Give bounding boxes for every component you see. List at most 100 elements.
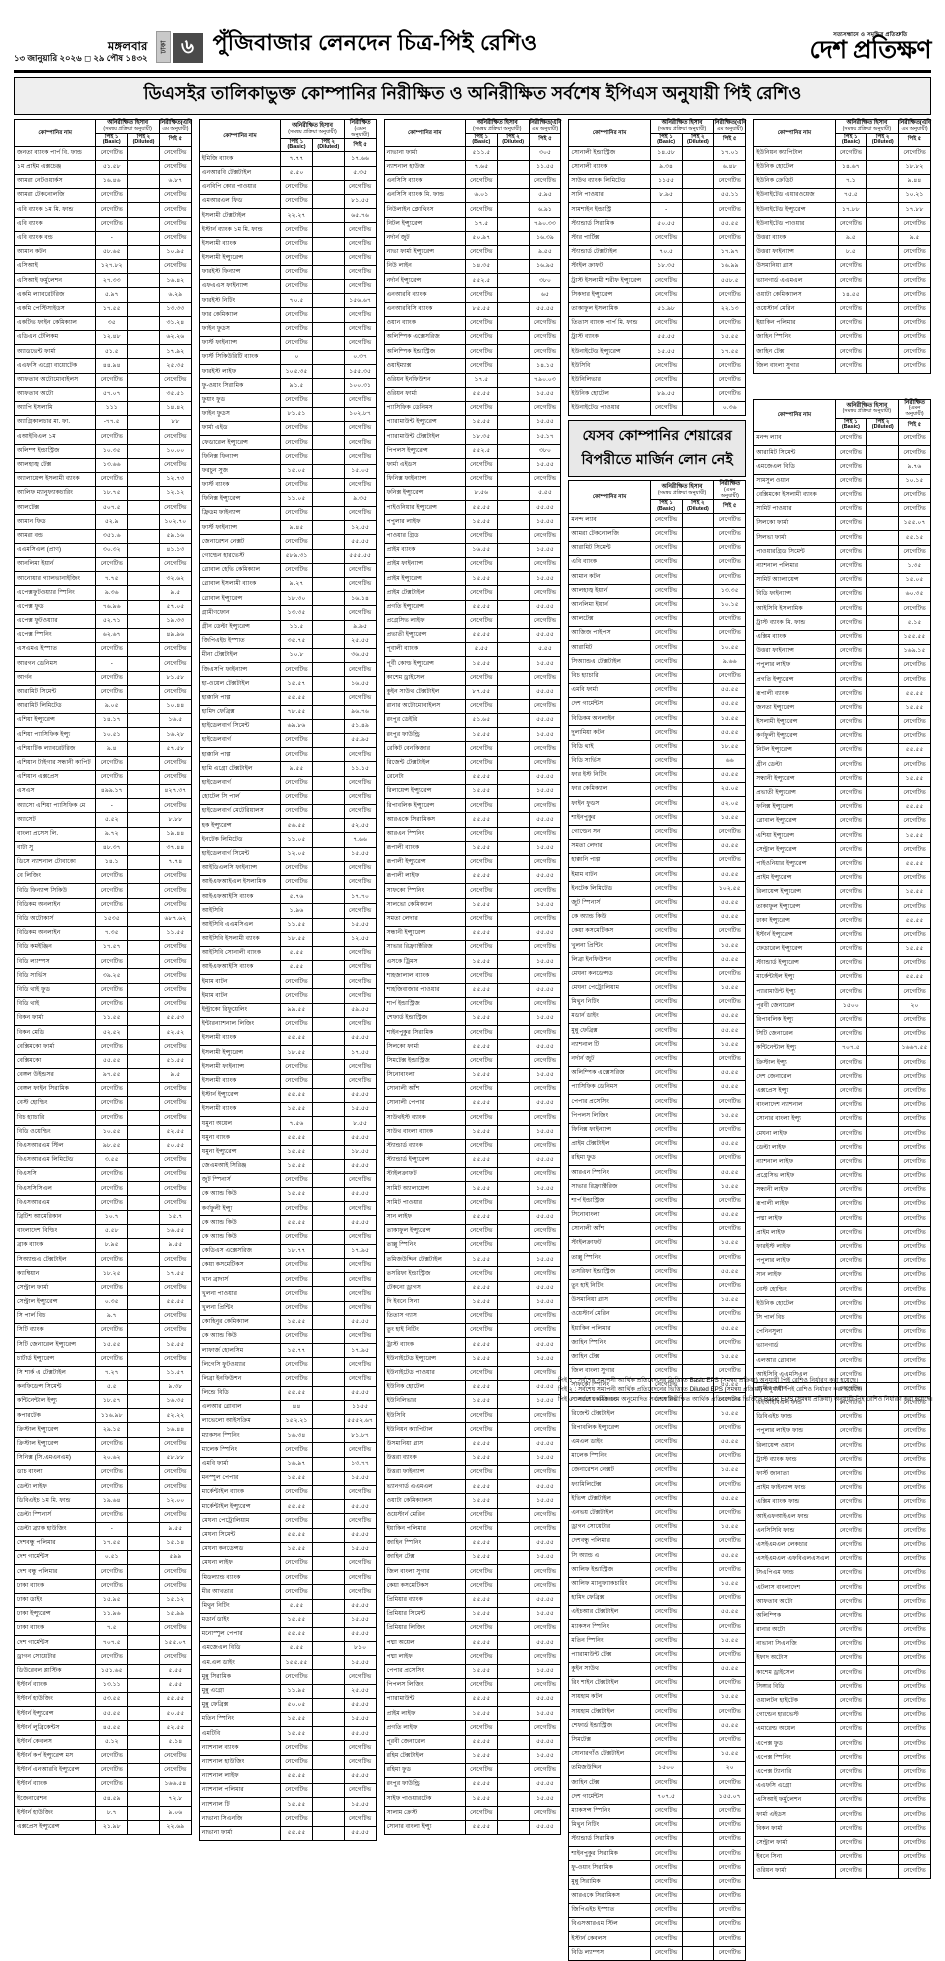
cell-pe1: নেগেটিভ <box>464 1266 498 1282</box>
cell-company-name: কন্টিনেন্টাল ইন্স্যু <box>753 1041 836 1057</box>
cell-pe1: নেগেটিভ <box>834 941 868 957</box>
cell-company-name: ইউনাইটেড পাওয়ার <box>753 216 836 232</box>
cell-pe1: নেগেটিভ <box>280 1513 313 1529</box>
cell-company-name: পিপলস ইন্স্যুরেন্স <box>383 443 466 459</box>
cell-pe5: ৫২.০৫ <box>713 796 747 812</box>
cell-pe2 <box>127 840 160 856</box>
table-row: ডাচ বাংলা নেগেটিভ নেগেটিভ <box>13 1465 192 1481</box>
table-row: সমতা লেদার নেগেটিভ ৫৫.৫৫ <box>568 838 747 855</box>
cell-pe5: নেগেটিভ <box>528 528 562 544</box>
table-row: স্টাইলক্রাফট নেগেটিভ ১৫.৫৫ <box>568 1236 747 1252</box>
cell-pe2 <box>496 1720 530 1736</box>
cell-pe1: ৫৫.৫৫ <box>464 627 498 644</box>
cell-pe2 <box>127 1152 160 1169</box>
cell-pe1: নেগেটিভ <box>834 1055 868 1071</box>
cell-company-name: অ্যাপি ইসলামি <box>13 400 97 417</box>
cell-pe2 <box>866 516 900 532</box>
header-pe2: পিই ২ (Diluted) <box>681 132 715 147</box>
cell-pe5: ১৫.৫৫ <box>528 1394 562 1410</box>
cell-pe2 <box>311 747 345 763</box>
cell-pe2 <box>311 1768 345 1784</box>
cell-pe1: নেগেটিভ <box>95 1167 129 1183</box>
cell-company-name: ইয়াকিন পলিমার <box>383 1521 466 1537</box>
pe-ratio-table-5-bottom: কোম্পানির নাম অনিরীক্ষিত হিসাব (সমন্বয় … <box>753 398 931 1880</box>
table-row: পেনিনসুলা নেগেটিভ নেগেটিভ <box>753 1324 931 1341</box>
cell-pe5: নেগেটিভ <box>898 1012 931 1028</box>
cell-pe2 <box>496 1592 530 1608</box>
cell-company-name: এমআরএল ফিড <box>198 193 282 210</box>
cell-company-name: ফনিক্স ইন্স্যুরেন্স <box>383 486 466 502</box>
cell-pe1: নেগেটিভ <box>95 1762 129 1779</box>
header-pe5: পিই ৫ <box>343 138 377 153</box>
cell-company-name: পপুলার লাইফ <box>753 657 836 674</box>
cell-pe5: ৬৮৭.৬২ <box>158 911 192 927</box>
cell-pe2 <box>866 572 900 589</box>
cell-pe5: নেগেটিভ <box>713 1051 747 1067</box>
cell-pe2 <box>127 1011 160 1027</box>
cell-pe1: ১৫.৫৫ <box>280 1797 313 1813</box>
cell-pe2 <box>496 911 530 927</box>
cell-company-name: সিমটেক্স ইন্ডাস্ট্রিজ <box>383 1053 466 1069</box>
table-row: নিউ লাইন ১৪.৩৫ ১৬.৯৫ <box>383 259 562 275</box>
cell-pe1: নেগেটিভ <box>834 842 868 858</box>
cell-pe2 <box>866 657 900 674</box>
cell-pe1: নেগেটিভ <box>649 597 683 613</box>
cell-pe5: ১৩.৩৩ <box>158 301 192 317</box>
table-row: এমজেএল বিডি ৫.৫৫ ৮১০ <box>198 1641 377 1657</box>
cell-pe2 <box>127 1053 160 1069</box>
table-row: রিলায়েন্স ওয়ান নেগেটিভ নেগেটিভ <box>753 1438 931 1454</box>
table-row: ফরচুন সুজ ১৫.০৫ ১৫.০৫ <box>198 463 377 479</box>
cell-pe2 <box>866 1480 900 1497</box>
table-row: সিলভা ফার্মা নেগেটিভ ৫৫.১৫ <box>753 530 931 546</box>
cell-pe2 <box>311 378 345 394</box>
cell-pe5: নেগেটিভ <box>343 988 377 1004</box>
cell-pe5: ৫৫.৫৫ <box>528 1280 562 1296</box>
table-row: পাইওনিয়ার ইন্স্যুরেন্স নেগেটিভ ৫৫.৫৫ <box>753 856 931 872</box>
header-pe5: পিই ৫ <box>528 132 562 147</box>
cell-pe2 <box>866 1154 900 1170</box>
cell-pe1: নেগেটিভ <box>834 1509 868 1525</box>
cell-pe5: ১৫.৫৫ <box>528 571 562 587</box>
cell-pe5: ৭৯০.০৩ <box>528 372 562 388</box>
cell-pe5: ১০.১৫ <box>713 597 747 613</box>
cell-pe5: ১৫.৫৫ <box>713 330 747 346</box>
cell-pe2 <box>127 954 160 970</box>
cell-pe2 <box>311 1740 345 1756</box>
cell-pe1: নেগেটিভ <box>649 767 683 784</box>
cell-pe1: ৯.৪৫ <box>280 520 313 536</box>
cell-pe2 <box>866 672 900 688</box>
cell-pe5: নেগেটিভ <box>898 1594 931 1610</box>
cell-pe2 <box>496 1521 530 1537</box>
table-row: প্রাইম ফাইন্যান্স নেগেটিভ নেগেটিভ <box>383 557 562 573</box>
table-row: আইসিবি ইসলামিক নেগেটিভ নেগেটিভ <box>753 601 931 617</box>
cell-pe5: ৫৫.৫৫ <box>713 867 747 883</box>
cell-pe1: নেগেটিভ <box>834 1495 868 1511</box>
table-row: ডিবিএইচ ফান্ড নেগেটিভ নেগেটিভ <box>753 1409 931 1426</box>
cell-company-name: সামিট পাওয়ার <box>383 1195 466 1211</box>
cell-pe1: ৮.৭ <box>95 1805 129 1821</box>
cell-company-name: গ্রীন ডেল্টা <box>753 757 836 773</box>
table-row: রেকিট বেনকিজার নেগেটিভ নেগেটিভ <box>383 741 562 757</box>
cell-pe5: ৫৯.১৬ <box>158 528 192 544</box>
cell-pe2 <box>311 236 345 252</box>
cell-company-name: এমবি ফার্মা <box>198 1456 282 1472</box>
table-row: রানার অটোমোবাইলস নেগেটিভ নেগেটিভ <box>383 698 562 715</box>
header-pe5: পিই ৫ <box>713 132 747 147</box>
table-row: ইমিজি ব্যাংক ৭.৭৭ ১৭.৬৬ <box>198 151 377 167</box>
cell-pe1: ৫৮.৬৫ <box>95 244 129 261</box>
cell-pe2 <box>311 335 345 352</box>
cell-pe1: নেগেটিভ <box>834 1324 868 1341</box>
cell-company-name: যমুনা ব্যাংক <box>198 1130 282 1146</box>
cell-pe5: ৫৫.৫৫ <box>713 909 747 926</box>
table-row: রিজেন্ট টেক্সটাইল নেগেটিভ নেগেটিভ <box>383 755 562 771</box>
cell-pe5: ১৪.১৫ <box>528 358 562 374</box>
cell-company-name: মিথুন নিটিং <box>568 1817 651 1834</box>
cell-pe2 <box>681 611 715 628</box>
cell-pe2 <box>311 761 345 777</box>
cell-pe1: নেগেটিভ <box>95 1507 129 1523</box>
cell-company-name: আর্গন <box>13 670 97 686</box>
cell-company-name: বাটা সু <box>13 840 97 856</box>
table-body-1: জনতা ব্যাংক পার্প বি. ফান্ড নেগেটিভ নেগেটি… <box>13 145 192 1835</box>
cell-pe5: নেগেটিভ <box>713 966 747 982</box>
cell-pe5: ১৮.৮২ <box>898 159 931 175</box>
